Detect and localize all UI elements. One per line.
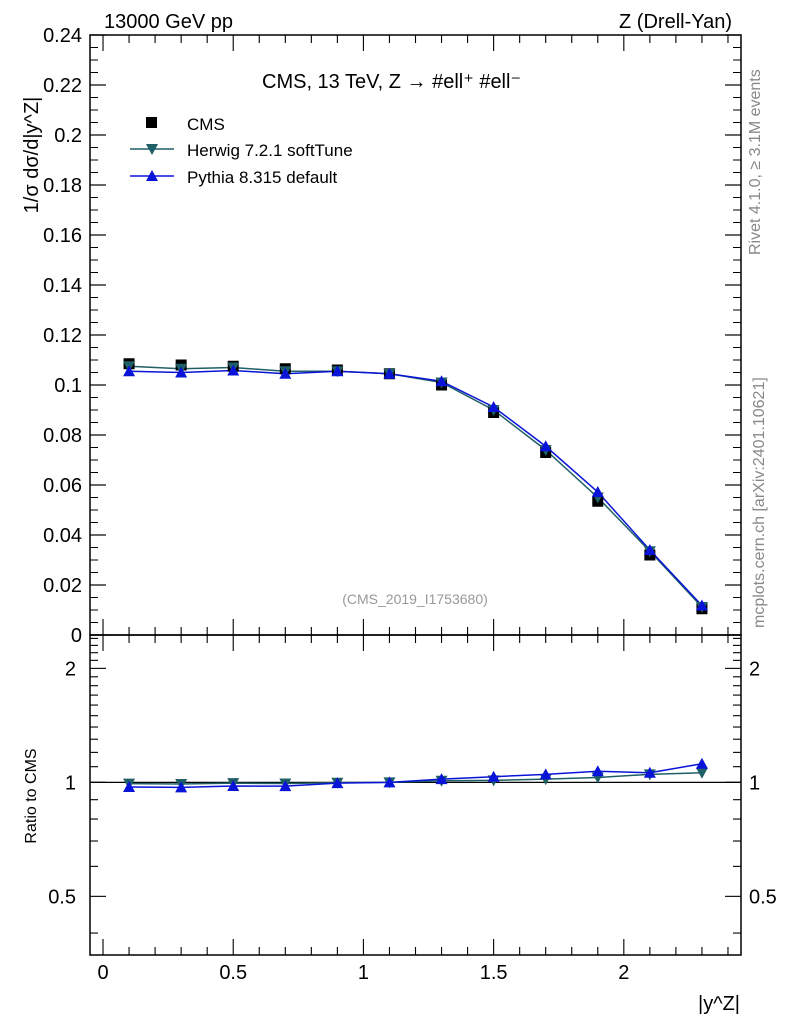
- legend-marker-herwig: [146, 144, 158, 155]
- ratio-point-pythia: [695, 757, 708, 769]
- ratio-point-pythia: [279, 780, 292, 792]
- point-pythia: [539, 440, 552, 452]
- legend-label-pythia: Pythia 8.315 default: [187, 168, 338, 187]
- ratio-line-herwig: [129, 772, 702, 785]
- legend-label-herwig: Herwig 7.2.1 softTune: [187, 141, 353, 160]
- ratio-line-pythia: [129, 762, 703, 789]
- ratio-y-tick-label-right: 2: [749, 658, 760, 680]
- ratio-point-pythia: [591, 765, 604, 777]
- x-axis-title: |y^Z|: [698, 993, 740, 1015]
- point-pythia: [227, 364, 240, 376]
- y-tick-label: 0: [71, 625, 82, 647]
- analysis-id: (CMS_2019_I1753680): [342, 591, 488, 607]
- header-right: Z (Drell-Yan): [619, 11, 732, 33]
- ratio-panel-frame: [89, 634, 742, 956]
- point-pythia: [331, 365, 344, 377]
- ratio-point-herwig: [695, 767, 708, 779]
- ratio-point-pythia: [175, 781, 188, 793]
- x-tick-label: 1: [358, 962, 369, 984]
- ratio-y-tick-label: 1: [65, 772, 76, 794]
- plot-title: CMS, 13 TeV, Z → #ell⁺ #ell⁻: [262, 71, 521, 93]
- x-tick-label: 2: [618, 962, 629, 984]
- header-left: 13000 GeV pp: [104, 11, 233, 33]
- legend-marker-pythia: [146, 170, 158, 181]
- y-tick-label: 0.18: [43, 175, 82, 197]
- ratio-point-pythia: [435, 773, 448, 785]
- y-tick-label: 0.12: [43, 325, 82, 347]
- y-tick-label: 0.04: [43, 525, 82, 547]
- point-pythia: [487, 401, 500, 412]
- ratio-y-tick-label-right: 0.5: [749, 886, 777, 908]
- ratio-point-pythia: [331, 777, 344, 789]
- legend: CMS Herwig 7.2.1 softTune Pythia 8.315 d…: [130, 115, 353, 187]
- legend-marker-cms: [146, 117, 157, 128]
- series-line-herwig: [129, 365, 703, 608]
- legend-label-cms: CMS: [187, 115, 225, 134]
- ratio-point-pythia: [383, 776, 396, 788]
- y-tick-label: 0.06: [43, 475, 82, 497]
- ratio-point-pythia: [487, 770, 500, 782]
- y-tick-label: 0.1: [54, 375, 82, 397]
- series-line-pythia: [129, 369, 703, 607]
- point-pythia: [123, 365, 136, 377]
- y-tick-label: 0.22: [43, 75, 82, 97]
- y-tick-label: 0.16: [43, 225, 82, 247]
- point-pythia: [435, 375, 448, 387]
- mcplots-label: mcplots.cern.ch [arXiv:2401.10621]: [751, 377, 768, 628]
- ratio-y-tick-label-right: 1: [749, 772, 760, 794]
- ratio-point-pythia: [643, 766, 656, 778]
- point-pythia: [643, 544, 656, 555]
- point-pythia: [175, 366, 188, 378]
- ratio-y-tick-label: 0.5: [48, 886, 76, 908]
- point-pythia: [591, 486, 604, 497]
- ratio-point-pythia: [227, 780, 240, 792]
- rivet-label: Rivet 4.1.0, ≥ 3.1M events: [747, 69, 764, 255]
- ratio-point-pythia: [123, 781, 136, 793]
- y-tick-label: 0.2: [54, 125, 82, 147]
- ratio-point-pythia: [539, 768, 552, 780]
- point-pythia: [695, 599, 708, 611]
- x-tick-label: 1.5: [480, 962, 508, 984]
- y-tick-label: 0.24: [43, 25, 82, 47]
- x-tick-label: 0: [97, 962, 108, 984]
- x-tick-label: 0.5: [219, 962, 247, 984]
- ratio-y-tick-label: 2: [65, 658, 76, 680]
- y-tick-label: 0.14: [43, 275, 82, 297]
- y-axis-title: 1/σ dσ/d|y^Z|: [21, 97, 43, 214]
- y-tick-label: 0.02: [43, 575, 82, 597]
- point-pythia: [383, 367, 396, 379]
- ratio-axis-title: Ratio to CMS: [23, 748, 40, 843]
- point-pythia: [279, 367, 292, 379]
- y-tick-label: 0.08: [43, 425, 82, 447]
